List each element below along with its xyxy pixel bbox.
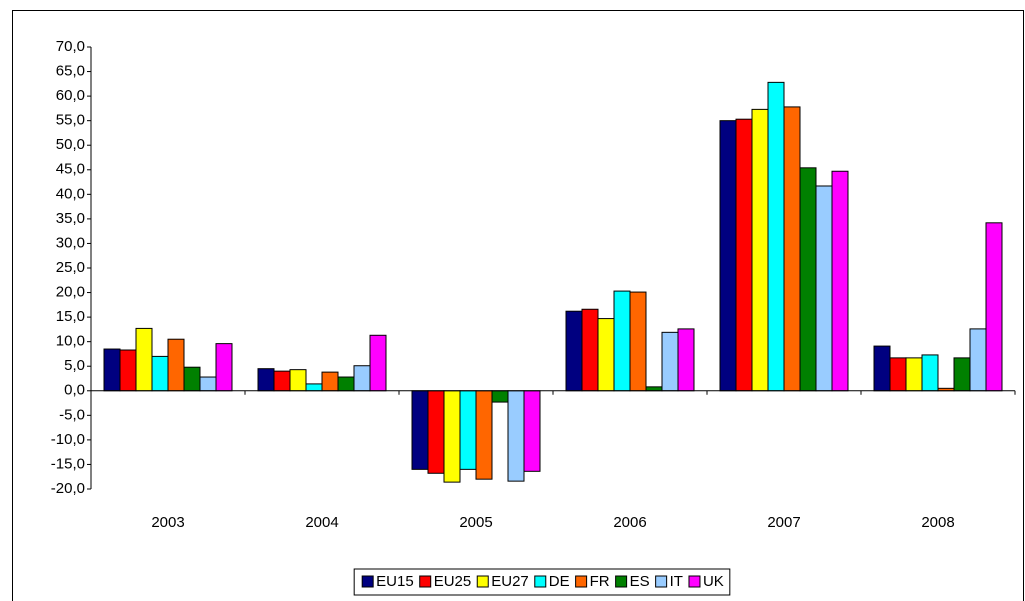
y-tick-label: 25,0 [56, 259, 85, 276]
legend-label: EU25 [434, 573, 472, 590]
y-tick-label: -10,0 [51, 431, 85, 448]
bar [103, 348, 121, 392]
bar [443, 390, 461, 483]
y-tick-label: -15,0 [51, 455, 85, 472]
bar [921, 354, 939, 392]
y-tick-label: 70,0 [56, 38, 85, 55]
bar [215, 343, 233, 392]
legend-label: DE [549, 573, 570, 590]
legend-label: UK [703, 573, 724, 590]
y-tick-label: 5,0 [64, 357, 85, 374]
y-tick-label: 45,0 [56, 161, 85, 178]
bar [677, 328, 695, 392]
legend-label: ES [630, 573, 650, 590]
y-tick-label: -5,0 [59, 406, 85, 423]
bar [411, 390, 429, 470]
bar [507, 390, 525, 482]
bar [953, 357, 971, 392]
legend-swatch [419, 575, 432, 588]
bar [905, 357, 923, 392]
x-tick-label: 2004 [305, 514, 338, 531]
bar [427, 390, 445, 474]
x-tick-label: 2008 [921, 514, 954, 531]
x-tick-label: 2003 [151, 514, 184, 531]
y-tick-label: 55,0 [56, 112, 85, 129]
bar [783, 106, 801, 392]
bar [767, 81, 785, 392]
y-tick-label: 35,0 [56, 210, 85, 227]
legend: EU15 EU25 EU27 DE FR ES IT UK [353, 568, 731, 596]
bar [565, 310, 583, 392]
bar [273, 370, 291, 392]
y-tick-label: -20,0 [51, 480, 85, 497]
bar [969, 328, 987, 392]
bar [369, 334, 387, 392]
x-tick-label: 2006 [613, 514, 646, 531]
y-tick-label: 20,0 [56, 284, 85, 301]
bar [815, 185, 833, 392]
y-tick-label: 0,0 [64, 382, 85, 399]
legend-swatch [575, 575, 588, 588]
legend-swatch [361, 575, 374, 588]
bar [183, 366, 201, 392]
bar [799, 167, 817, 392]
legend-label: EU15 [376, 573, 414, 590]
legend-label: EU27 [491, 573, 529, 590]
y-tick-label: 50,0 [56, 136, 85, 153]
bar [735, 118, 753, 392]
chart-border [12, 10, 1024, 601]
bar [581, 308, 599, 392]
legend-swatch [615, 575, 628, 588]
bar [289, 369, 307, 392]
bar [831, 170, 849, 392]
legend-label: FR [590, 573, 610, 590]
bar [719, 120, 737, 392]
y-tick-label: 40,0 [56, 185, 85, 202]
y-tick-label: 60,0 [56, 87, 85, 104]
bar [475, 390, 493, 480]
legend-swatch [476, 575, 489, 588]
bar [459, 390, 477, 470]
legend-label: IT [670, 573, 683, 590]
bar [119, 349, 137, 392]
bar [321, 371, 339, 392]
legend-swatch [688, 575, 701, 588]
bar [889, 357, 907, 392]
bar [257, 368, 275, 392]
bar [337, 376, 355, 392]
y-tick-label: 65,0 [56, 63, 85, 80]
y-tick-label: 15,0 [56, 308, 85, 325]
bar [491, 390, 509, 403]
bar [305, 383, 323, 392]
legend-swatch [534, 575, 547, 588]
bar [353, 365, 371, 392]
bar [613, 290, 631, 392]
legend-swatch [655, 575, 668, 588]
y-tick-label: 10,0 [56, 333, 85, 350]
bar [661, 331, 679, 392]
bar [523, 390, 541, 472]
bar [873, 345, 891, 392]
bar [151, 355, 169, 392]
bar [645, 386, 663, 392]
bar [597, 318, 615, 392]
bar [629, 291, 647, 392]
x-tick-label: 2007 [767, 514, 800, 531]
bar [135, 327, 153, 392]
bar [985, 222, 1003, 392]
bar [167, 338, 185, 392]
bar [199, 376, 217, 392]
y-tick-label: 30,0 [56, 234, 85, 251]
x-tick-label: 2005 [459, 514, 492, 531]
bar [751, 108, 769, 392]
